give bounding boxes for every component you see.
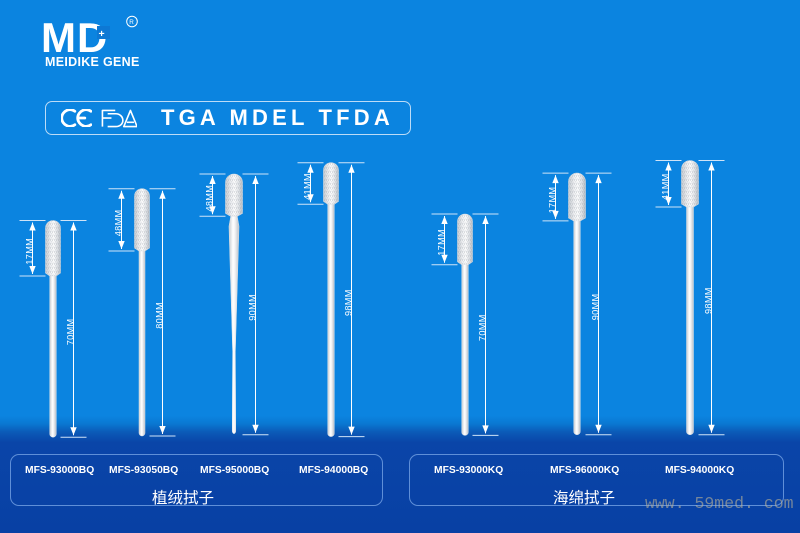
svg-text:41MM: 41MM <box>661 173 671 200</box>
svg-text:70MM: 70MM <box>478 314 488 341</box>
svg-text:48MM: 48MM <box>114 209 124 236</box>
svg-text:90MM: 90MM <box>591 294 601 321</box>
svg-text:98MM: 98MM <box>704 287 714 314</box>
svg-text:17MM: 17MM <box>437 229 447 256</box>
svg-text:98MM: 98MM <box>344 289 354 316</box>
svg-text:41MM: 41MM <box>303 173 313 200</box>
svg-text:48MM: 48MM <box>205 185 215 212</box>
svg-text:80MM: 80MM <box>155 302 165 329</box>
svg-text:90MM: 90MM <box>248 294 258 321</box>
svg-text:17MM: 17MM <box>25 238 35 265</box>
svg-text:70MM: 70MM <box>66 318 76 345</box>
svg-text:17MM: 17MM <box>548 187 558 214</box>
